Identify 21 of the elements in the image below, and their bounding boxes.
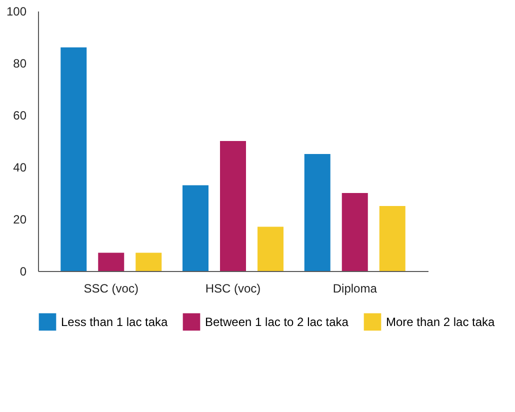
- bar: [258, 226, 284, 271]
- x-tick-label: Diploma: [332, 282, 378, 296]
- y-tick-label: 60: [13, 108, 27, 122]
- bar: [182, 185, 208, 271]
- legend-label: More than 2 lac taka: [386, 314, 496, 329]
- bar: [379, 206, 406, 271]
- x-tick-label: HSC (voc): [205, 282, 261, 296]
- bar: [60, 47, 87, 271]
- bar: [136, 252, 162, 271]
- bar: [304, 154, 330, 271]
- legend-label: Less than 1 lac taka: [61, 314, 168, 329]
- y-tick-label: 80: [13, 56, 27, 70]
- bar: [342, 193, 368, 271]
- x-tick-label: SSC (voc): [84, 282, 138, 296]
- y-tick-label: 0: [20, 264, 27, 278]
- legend-label: Between 1 lac to 2 lac taka: [205, 314, 349, 329]
- y-tick-label: 20: [13, 212, 27, 226]
- y-tick-label: 40: [13, 160, 27, 174]
- bar: [98, 252, 124, 271]
- bar: [220, 141, 246, 271]
- y-tick-label: 100: [6, 4, 27, 18]
